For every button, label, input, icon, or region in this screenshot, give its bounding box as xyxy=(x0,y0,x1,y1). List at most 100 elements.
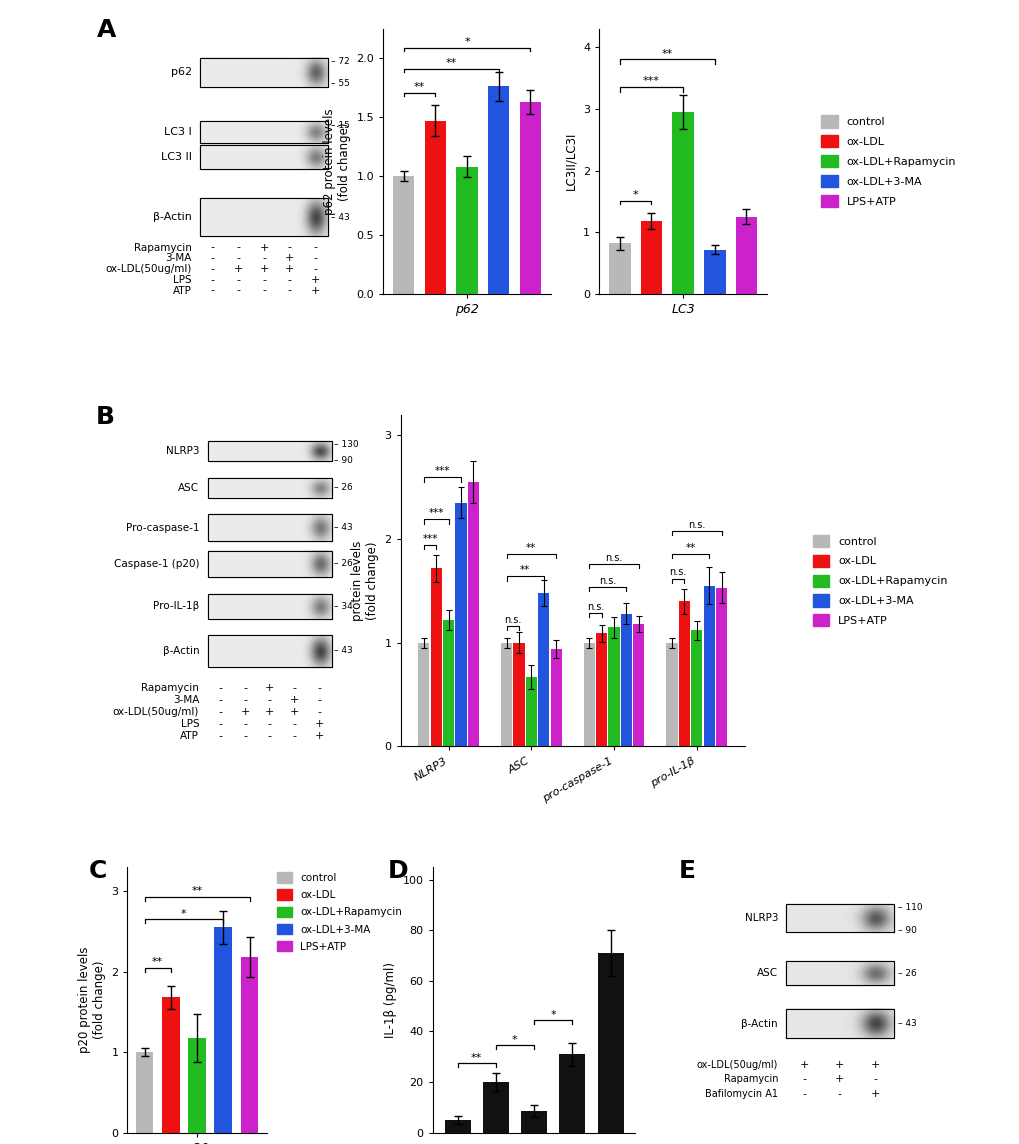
Text: -: - xyxy=(268,720,272,729)
Text: – 43: – 43 xyxy=(330,213,348,222)
Text: -: - xyxy=(317,696,321,705)
Bar xyxy=(597,953,623,1133)
Text: p62: p62 xyxy=(170,67,192,78)
Bar xyxy=(608,627,620,746)
Bar xyxy=(208,635,332,667)
Text: ***: *** xyxy=(434,467,449,476)
Text: -: - xyxy=(211,253,215,263)
Bar xyxy=(786,905,893,932)
Bar xyxy=(200,145,328,169)
Bar xyxy=(200,121,328,143)
Text: – 26: – 26 xyxy=(897,969,916,978)
Text: LC3 I: LC3 I xyxy=(164,127,192,137)
Text: – 43: – 43 xyxy=(334,646,353,656)
Text: -: - xyxy=(313,253,317,263)
Text: 3-MA: 3-MA xyxy=(165,253,192,263)
Text: B: B xyxy=(96,405,115,429)
Bar xyxy=(208,515,332,541)
Bar xyxy=(608,244,630,294)
Bar xyxy=(208,550,332,578)
Bar xyxy=(208,594,332,619)
Text: -: - xyxy=(287,286,291,295)
Text: -: - xyxy=(292,683,297,693)
Text: -: - xyxy=(268,696,272,705)
Text: ATP: ATP xyxy=(172,286,192,295)
Bar xyxy=(786,1009,893,1039)
Text: ox-LDL(50ug/ml): ox-LDL(50ug/ml) xyxy=(696,1059,777,1070)
Text: β-Actin: β-Actin xyxy=(741,1019,777,1028)
Text: **: ** xyxy=(414,81,425,92)
Bar xyxy=(672,112,693,294)
Text: n.s.: n.s. xyxy=(605,553,623,563)
Text: +: + xyxy=(233,264,243,275)
Text: n.s.: n.s. xyxy=(668,567,686,578)
Text: +: + xyxy=(870,1059,879,1070)
Text: E: E xyxy=(678,859,695,883)
Text: +: + xyxy=(259,243,269,253)
Text: **: ** xyxy=(445,58,457,69)
Text: NLRP3: NLRP3 xyxy=(744,913,777,923)
Text: -: - xyxy=(218,683,222,693)
Text: **: ** xyxy=(520,565,530,575)
Bar xyxy=(208,442,332,461)
Text: 3-MA: 3-MA xyxy=(172,696,199,705)
Text: -: - xyxy=(313,264,317,275)
Bar xyxy=(136,1052,153,1133)
Y-axis label: p62 protein levels
(fold change): p62 protein levels (fold change) xyxy=(322,108,351,215)
Text: ***: *** xyxy=(642,76,659,86)
Text: -: - xyxy=(236,243,240,253)
Bar xyxy=(430,569,441,746)
Bar xyxy=(786,1009,893,1039)
Text: -: - xyxy=(287,243,291,253)
Bar xyxy=(442,620,453,746)
Bar xyxy=(665,643,677,746)
Text: +: + xyxy=(289,696,300,705)
Text: +: + xyxy=(799,1059,808,1070)
Bar xyxy=(187,1038,206,1133)
Bar xyxy=(208,478,332,498)
Text: -: - xyxy=(218,720,222,729)
Text: – 43: – 43 xyxy=(334,523,353,532)
Text: +: + xyxy=(315,731,324,741)
Bar xyxy=(200,198,328,236)
Text: -: - xyxy=(211,275,215,285)
Bar xyxy=(162,998,179,1133)
Text: – 34: – 34 xyxy=(334,602,353,611)
Bar xyxy=(786,905,893,932)
Text: **: ** xyxy=(152,956,163,967)
Legend: control, ox-LDL, ox-LDL+Rapamycin, ox-LDL+3-MA, LPS+ATP: control, ox-LDL, ox-LDL+Rapamycin, ox-LD… xyxy=(812,534,947,627)
Text: – 90: – 90 xyxy=(897,925,916,935)
Text: **: ** xyxy=(661,49,673,58)
Bar xyxy=(455,503,466,746)
Text: NLRP3: NLRP3 xyxy=(165,446,199,456)
Bar xyxy=(468,482,479,746)
Y-axis label: p20 protein levels
(fold change): p20 protein levels (fold change) xyxy=(77,946,106,1054)
Text: ASC: ASC xyxy=(756,968,777,978)
Text: +: + xyxy=(289,707,300,717)
Bar xyxy=(786,961,893,985)
Text: Caspase-1 (p20): Caspase-1 (p20) xyxy=(113,559,199,569)
Text: -: - xyxy=(292,731,297,741)
Bar xyxy=(200,145,328,169)
Text: -: - xyxy=(313,243,317,253)
Text: *: * xyxy=(464,37,470,47)
Bar xyxy=(424,120,445,294)
Text: *: * xyxy=(512,1035,518,1046)
Text: n.s.: n.s. xyxy=(586,602,603,612)
Text: – 15: – 15 xyxy=(330,121,350,130)
Y-axis label: IL-1β (pg/ml): IL-1β (pg/ml) xyxy=(384,962,396,1038)
Bar xyxy=(208,594,332,619)
Bar xyxy=(418,643,429,746)
Text: *: * xyxy=(632,190,638,200)
Text: – 90: – 90 xyxy=(334,456,353,464)
Text: -: - xyxy=(236,253,240,263)
Bar xyxy=(521,1111,546,1133)
Bar xyxy=(538,593,549,746)
Text: Bafilomycin A1: Bafilomycin A1 xyxy=(704,1089,777,1099)
Text: **: ** xyxy=(192,887,203,896)
Text: Rapamycin: Rapamycin xyxy=(142,683,199,693)
Text: -: - xyxy=(838,1089,841,1099)
Text: **: ** xyxy=(685,542,695,553)
Text: Pro-caspase-1: Pro-caspase-1 xyxy=(125,523,199,532)
Text: ***: *** xyxy=(422,534,437,543)
